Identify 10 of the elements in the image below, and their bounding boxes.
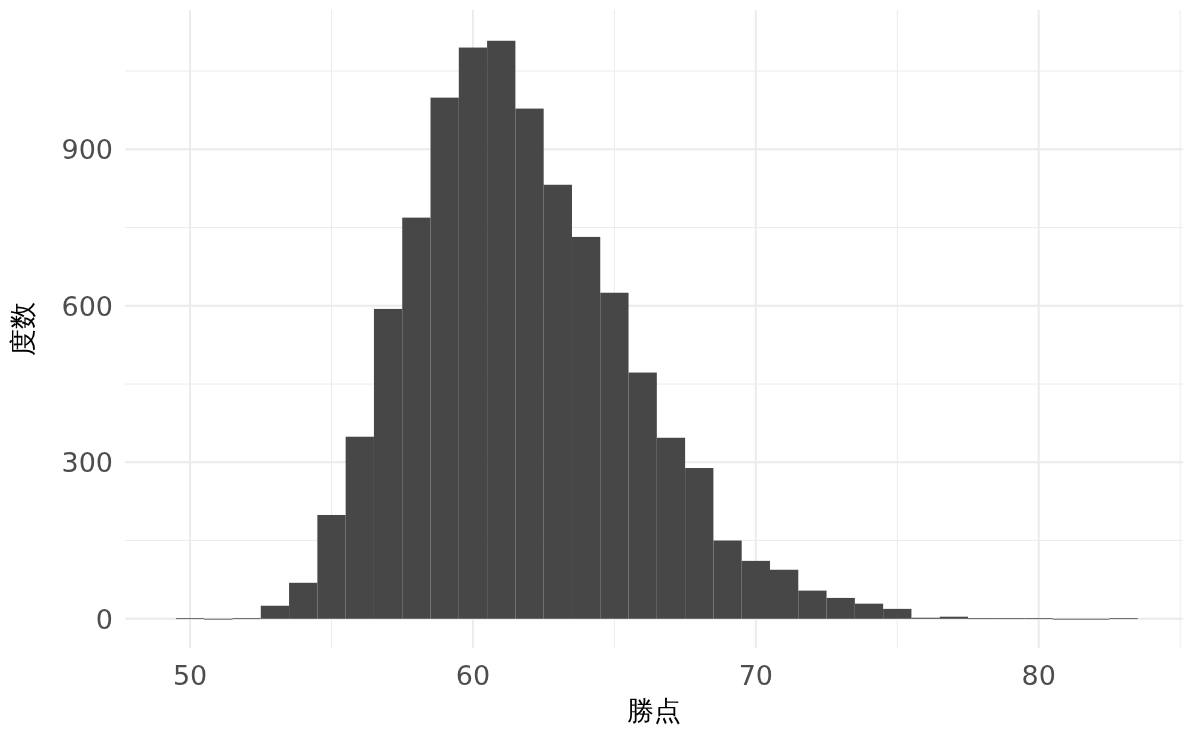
y-tick-label: 0 — [95, 603, 113, 635]
y-axis-title: 度数 — [7, 302, 38, 356]
x-tick-label: 60 — [455, 660, 491, 691]
y-tick-label: 600 — [61, 290, 113, 322]
y-tick-label: 900 — [61, 134, 113, 166]
x-axis-title: 勝点 — [627, 695, 681, 726]
y-tick-label: 300 — [61, 447, 113, 479]
x-tick-label: 80 — [1021, 660, 1056, 691]
x-tick-label: 70 — [738, 660, 774, 691]
x-tick-label: 50 — [172, 660, 208, 691]
